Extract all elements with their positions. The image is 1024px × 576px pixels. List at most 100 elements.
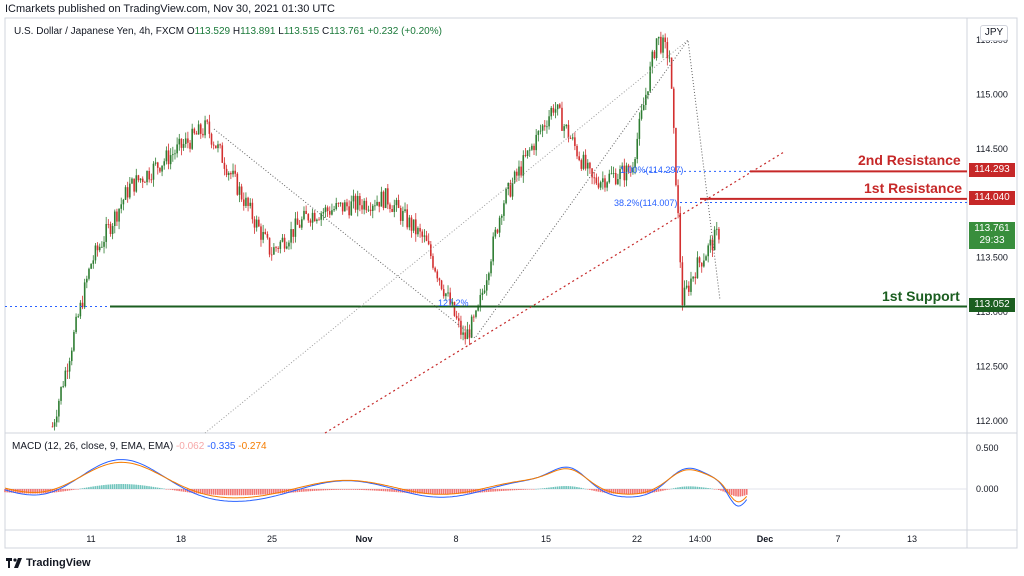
candle-body bbox=[131, 178, 133, 184]
candle-body bbox=[621, 165, 623, 170]
candle-body bbox=[219, 144, 221, 146]
candle-body bbox=[264, 231, 267, 234]
candle-body bbox=[466, 329, 469, 340]
macd-histogram-bar bbox=[591, 489, 593, 491]
candle-body bbox=[417, 227, 419, 235]
candle-body bbox=[165, 150, 168, 162]
macd-histogram-bar bbox=[558, 486, 561, 489]
macd-histogram-bar bbox=[66, 489, 69, 491]
macd-histogram-bar bbox=[672, 488, 675, 489]
macd-histogram-bar bbox=[163, 488, 165, 490]
candle-body bbox=[73, 332, 75, 351]
candle-body bbox=[232, 170, 234, 175]
candle-body bbox=[548, 116, 550, 127]
candle-body bbox=[541, 125, 544, 131]
candle-body bbox=[681, 262, 684, 305]
macd-histogram-bar bbox=[141, 485, 144, 489]
macd-histogram-bar bbox=[550, 487, 552, 489]
macd-histogram-bar bbox=[625, 489, 628, 495]
macd-histogram-bar bbox=[421, 489, 423, 494]
candle-body bbox=[303, 210, 305, 220]
candle-body bbox=[705, 256, 707, 261]
macd-histogram-bar bbox=[584, 488, 587, 490]
candle-body bbox=[552, 107, 555, 113]
macd-histogram-bar bbox=[290, 489, 292, 493]
candle-body bbox=[316, 219, 318, 222]
candle-body bbox=[561, 107, 563, 131]
macd-histogram-bar bbox=[705, 487, 707, 489]
macd-histogram-bar bbox=[698, 486, 701, 489]
candle-body bbox=[496, 229, 499, 233]
candle-body bbox=[376, 201, 378, 206]
candle-body bbox=[352, 195, 355, 202]
candle-body bbox=[610, 173, 613, 175]
candle-body bbox=[60, 386, 62, 401]
macd-histogram-bar bbox=[182, 489, 185, 492]
candle-body bbox=[406, 209, 408, 228]
macd-histogram-bar bbox=[722, 489, 724, 492]
candle-body bbox=[225, 168, 228, 175]
macd-histogram-bar bbox=[79, 488, 82, 490]
macd-histogram-bar bbox=[593, 489, 595, 491]
macd-histogram-bar bbox=[711, 488, 714, 490]
candle-body bbox=[518, 166, 520, 176]
candle-body bbox=[133, 178, 135, 192]
candle-body bbox=[574, 137, 576, 146]
candle-body bbox=[174, 153, 176, 155]
macd-histogram-bar bbox=[60, 489, 62, 492]
candle-body bbox=[657, 36, 660, 39]
candle-body bbox=[410, 217, 413, 231]
macd-histogram-bar bbox=[363, 489, 365, 491]
candle-body bbox=[520, 166, 522, 176]
macd-histogram-bar bbox=[696, 486, 699, 489]
macd-histogram-bar bbox=[298, 489, 301, 493]
macd-histogram-bar bbox=[268, 489, 271, 495]
candle-body bbox=[144, 182, 146, 183]
macd-histogram-bar bbox=[487, 489, 490, 492]
candle-body bbox=[612, 173, 615, 174]
macd-histogram-bar bbox=[202, 489, 204, 494]
candle-body bbox=[395, 200, 398, 206]
tradingview-logo[interactable]: TradingView bbox=[6, 557, 91, 569]
candle-body bbox=[152, 163, 155, 180]
macd-histogram-bar bbox=[371, 489, 374, 491]
macd-histogram-bar bbox=[260, 489, 262, 495]
macd-histogram-bar bbox=[75, 489, 77, 490]
candle-body bbox=[614, 173, 617, 185]
candle-body bbox=[249, 202, 252, 206]
candle-body bbox=[582, 154, 585, 169]
open-label: O bbox=[186, 26, 195, 37]
candle-body bbox=[421, 231, 424, 237]
candle-body bbox=[307, 214, 310, 221]
macd-histogram-bar bbox=[395, 489, 398, 493]
macd-histogram-bar bbox=[214, 489, 217, 495]
tradingview-logo-icon bbox=[6, 558, 22, 568]
ohlc-legend: U.S. Dollar / Japanese Yen, 4h, FXCM O11… bbox=[14, 26, 442, 37]
macd-histogram-bar bbox=[442, 489, 445, 495]
candle-body bbox=[288, 242, 290, 247]
candle-body bbox=[604, 178, 606, 188]
macd-value-3: -0.274 bbox=[238, 441, 267, 452]
candle-body bbox=[356, 196, 359, 210]
macd-histogram-bar bbox=[466, 489, 469, 494]
candle-body bbox=[292, 229, 295, 237]
macd-histogram-bar bbox=[77, 489, 79, 490]
candle-body bbox=[167, 150, 170, 165]
macd-histogram-bar bbox=[644, 489, 647, 494]
macd-histogram-bar bbox=[507, 489, 509, 491]
macd-histogram-bar bbox=[520, 489, 522, 490]
candle-body bbox=[247, 197, 249, 206]
macd-histogram-bar bbox=[737, 489, 739, 497]
macd-histogram-bar bbox=[694, 486, 696, 489]
macd-histogram-bar bbox=[640, 489, 643, 494]
macd-histogram-bar bbox=[655, 489, 658, 493]
candle-body bbox=[432, 256, 434, 268]
macd-histogram-bar bbox=[167, 489, 170, 490]
candle-body bbox=[634, 159, 636, 168]
candle-body bbox=[384, 188, 387, 208]
currency-badge[interactable]: JPY bbox=[980, 25, 1008, 41]
macd-histogram-bar bbox=[120, 484, 122, 489]
macd-histogram-bar bbox=[687, 486, 690, 489]
resistance1-label: 1st Resistance bbox=[864, 180, 963, 196]
